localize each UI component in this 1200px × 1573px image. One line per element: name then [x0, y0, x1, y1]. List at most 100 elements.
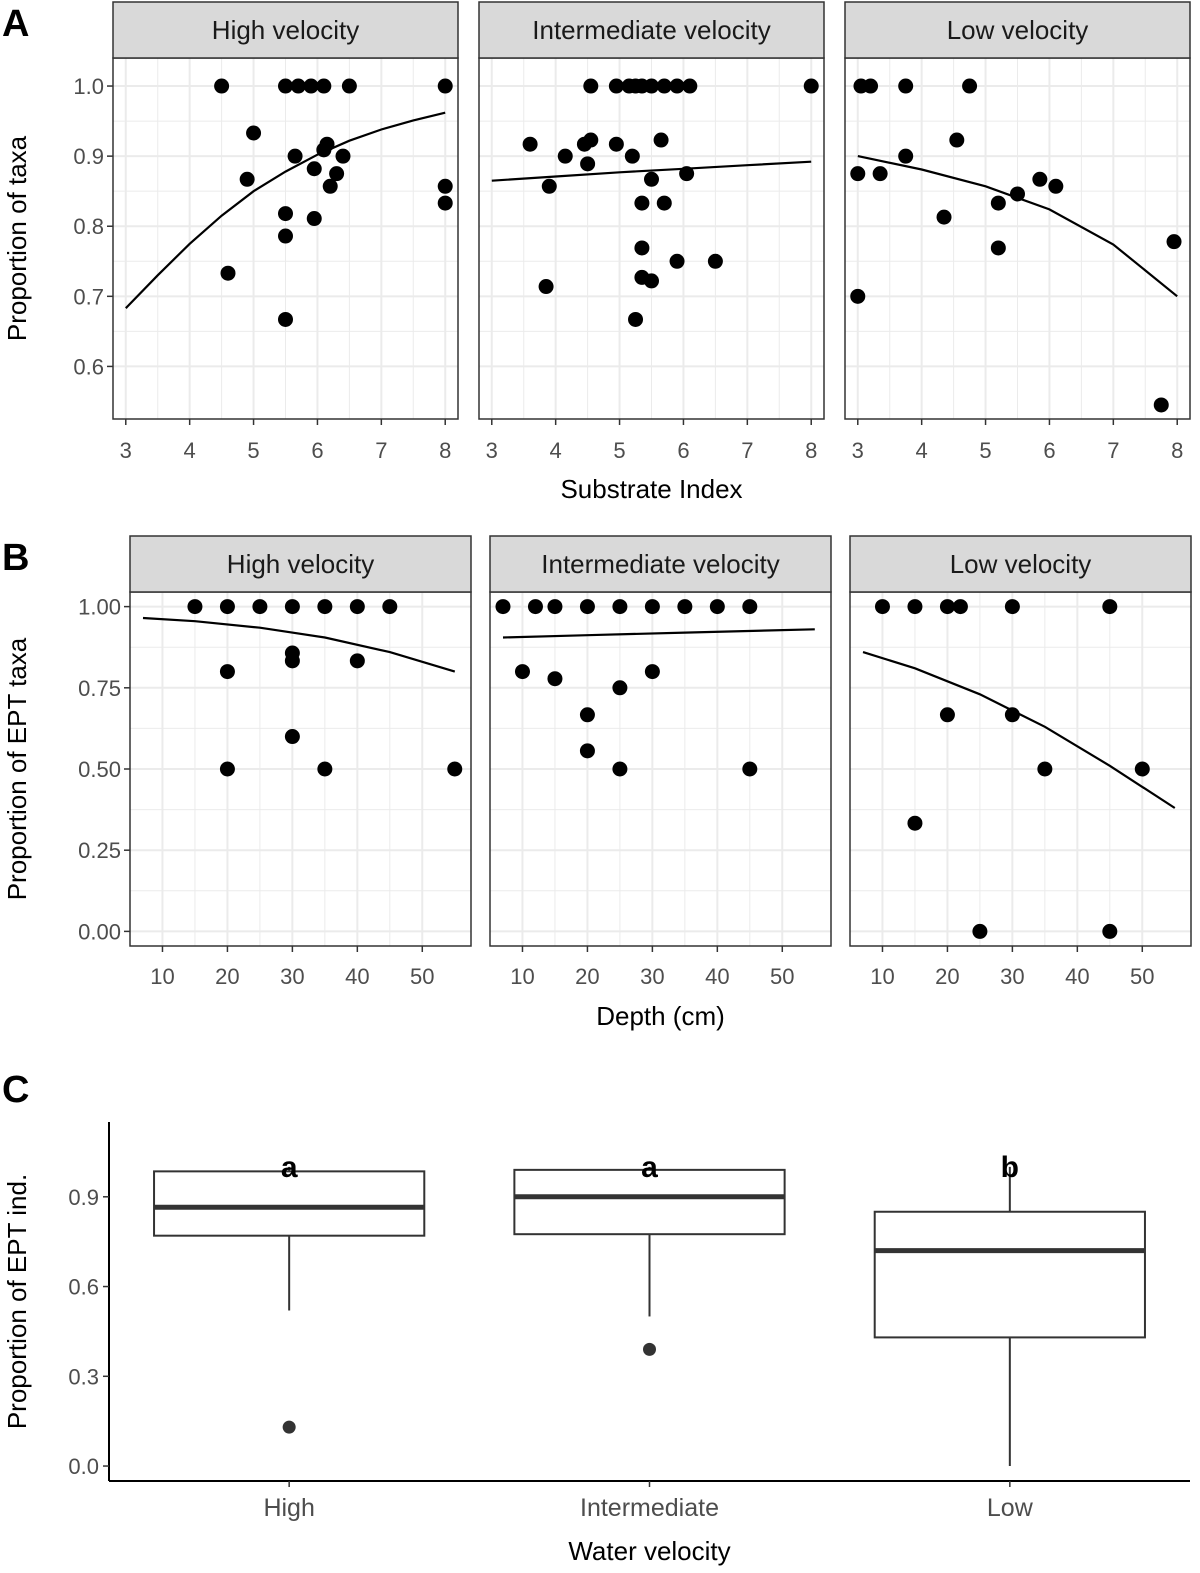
data-point [936, 209, 952, 225]
fit-line [125, 111, 446, 309]
data-point [612, 599, 628, 615]
x-tick-label: 6 [1043, 438, 1055, 463]
facet-low-velocity: Low velocity 10 20 30 40 50 [849, 535, 1192, 989]
data-point [898, 78, 914, 94]
data-point [612, 761, 628, 777]
y-tick-label: 0.3 [68, 1364, 99, 1389]
data-point [1102, 923, 1118, 939]
x-tick-label: High [263, 1494, 314, 1522]
data-point [252, 599, 268, 615]
data-point [644, 78, 659, 94]
data-point [850, 166, 866, 182]
facet-intermediate-velocity: Intermediate velocity 3 4 5 6 7 8 [478, 1, 825, 463]
data-point [1048, 178, 1064, 194]
x-tick-label: 10 [150, 964, 174, 989]
data-point [447, 761, 463, 777]
data-point [284, 729, 300, 745]
panel-c-water-velocity-boxplot: 0.0 0.3 0.6 0.9 Proportion of EPT ind. Water … [2, 1122, 1190, 1566]
data-point [349, 653, 365, 669]
data-point [278, 206, 293, 222]
y-tick-label: 0.75 [78, 676, 121, 701]
x-tick-label: 8 [439, 438, 451, 463]
data-point [335, 148, 351, 164]
box-iqr [153, 1170, 426, 1237]
facet-strip-label: Low velocity [950, 549, 1092, 579]
data-point [644, 599, 660, 615]
data-point [669, 253, 685, 269]
x-tick-label: 20 [935, 964, 959, 989]
data-point [990, 240, 1006, 256]
data-point [628, 311, 644, 327]
box-low: b Low [873, 1151, 1146, 1522]
data-point [952, 599, 968, 615]
data-point [219, 599, 235, 615]
data-point [514, 664, 530, 680]
data-point [246, 125, 262, 141]
data-point [317, 599, 333, 615]
data-point [437, 178, 453, 194]
data-point [287, 148, 303, 164]
x-tick-label: 3 [120, 438, 132, 463]
data-point [634, 195, 650, 211]
data-point [317, 761, 333, 777]
panel-letter-a: A [2, 3, 29, 45]
y-tick-label: 0.8 [73, 214, 104, 239]
data-point [669, 78, 685, 94]
data-point [1134, 761, 1150, 777]
x-axis-title: Substrate Index [560, 474, 742, 504]
x-tick-label: 3 [852, 438, 864, 463]
data-point [214, 78, 230, 94]
y-axis-title: Proportion of EPT taxa [2, 637, 32, 900]
data-point [872, 166, 888, 182]
box-intermediate: a Intermediate [513, 1151, 786, 1522]
panel-letter-b: B [2, 537, 29, 579]
outlier-point [282, 1420, 296, 1434]
x-tick-label: 4 [184, 438, 196, 463]
data-point [316, 142, 332, 158]
y-tick-label: 0.6 [73, 354, 104, 379]
x-tick-label: Intermediate [580, 1494, 719, 1522]
panel-letter-c: C [2, 1069, 29, 1111]
data-point [239, 171, 255, 187]
data-point [707, 253, 723, 269]
data-point [306, 211, 322, 227]
data-point [382, 599, 398, 615]
y-tick-label: 0.00 [78, 919, 121, 944]
data-point [962, 78, 978, 94]
x-axis-title: Water velocity [568, 1536, 730, 1566]
box-high: a High [153, 1151, 426, 1522]
data-point [1004, 707, 1020, 723]
facet-strip [478, 1, 825, 59]
data-point [557, 148, 573, 164]
data-point [303, 78, 319, 94]
data-point [322, 178, 338, 194]
x-tick-label: 50 [410, 964, 434, 989]
x-tick-label: 40 [705, 964, 729, 989]
data-point [624, 148, 640, 164]
data-point [677, 599, 693, 615]
data-point [219, 664, 235, 680]
outlier-point [643, 1342, 656, 1356]
x-tick-label: 6 [677, 438, 689, 463]
data-point [644, 273, 659, 289]
data-point [1010, 186, 1025, 202]
data-point [742, 599, 758, 615]
data-point [522, 136, 538, 152]
data-point [949, 132, 965, 148]
data-point [538, 279, 554, 295]
x-tick-label: 5 [613, 438, 625, 463]
data-point [437, 195, 453, 211]
data-point [349, 599, 365, 615]
y-tick-label: 1.00 [78, 595, 121, 620]
data-point [580, 156, 596, 172]
data-point [682, 78, 698, 94]
y-tick-label: 0.0 [68, 1454, 99, 1479]
y-tick-label: 0.6 [68, 1275, 99, 1300]
x-tick-label: 30 [640, 964, 664, 989]
data-point [583, 132, 599, 148]
fit-line [491, 160, 812, 182]
facet-strip-label: High velocity [227, 549, 374, 579]
data-point [278, 311, 293, 327]
data-point [612, 680, 628, 696]
data-point [541, 178, 557, 194]
